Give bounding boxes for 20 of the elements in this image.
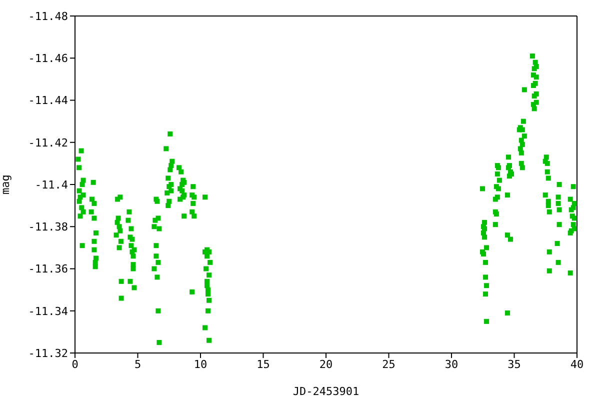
- x-tick-label: 20: [319, 358, 333, 371]
- x-tick-label: 30: [444, 358, 458, 371]
- y-tick-label: -11.46: [28, 52, 68, 66]
- y-tick-label: -11.38: [28, 220, 68, 234]
- y-tick-label: -11.32: [28, 346, 68, 360]
- y-tick-label: -11.4: [34, 178, 68, 192]
- x-tick-label: 40: [570, 358, 584, 371]
- y-tick-label: -11.48: [28, 10, 68, 23]
- y-tick-label: -11.42: [28, 136, 68, 150]
- x-axis-title: JD-2453901: [292, 385, 360, 398]
- y-tick-label: -11.44: [28, 94, 68, 108]
- x-tick-label: 15: [256, 358, 270, 371]
- x-tick-label: 10: [194, 358, 208, 371]
- x-tick-label: 35: [508, 358, 521, 371]
- y-axis-title: mag: [0, 174, 12, 194]
- x-tick-label: 25: [382, 358, 396, 371]
- y-tick-label: -11.34: [28, 304, 68, 318]
- y-tick-label: -11.36: [28, 262, 68, 276]
- x-tick-label: 0: [72, 358, 78, 371]
- x-tick-label: 5: [134, 358, 142, 371]
